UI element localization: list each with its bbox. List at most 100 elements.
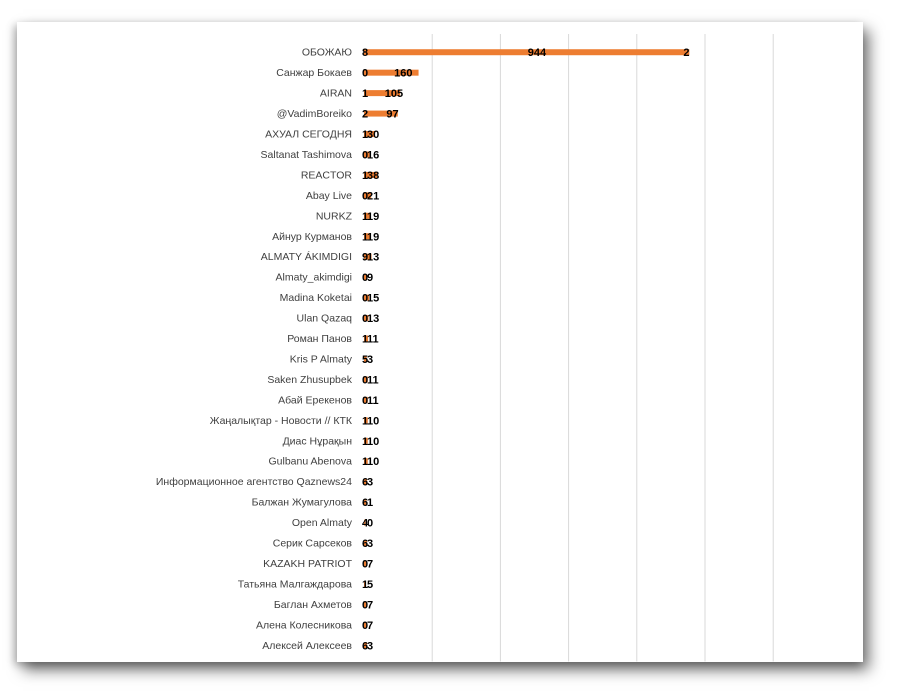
- bar: [364, 396, 368, 403]
- category-label: KAZAKH PATRIOT: [263, 558, 352, 570]
- bar: [364, 417, 368, 424]
- value-label: 30: [367, 129, 379, 141]
- value-label: 16: [367, 149, 379, 161]
- category-label: Санжар Бокаев: [276, 67, 352, 79]
- value-label: 6: [362, 538, 368, 550]
- value-label: 1: [362, 211, 368, 223]
- value-label: 0: [362, 395, 368, 407]
- value-label: 0: [362, 293, 368, 305]
- bar: [364, 274, 368, 281]
- category-label: Балжан Жумагулова: [252, 497, 353, 509]
- bar: [364, 519, 366, 526]
- value-label: 0: [362, 558, 368, 570]
- gridlines: [431, 34, 774, 662]
- value-label: 1: [362, 129, 368, 141]
- bar: [364, 601, 367, 608]
- value-label: 160: [394, 68, 412, 80]
- value-label: 2: [362, 109, 368, 121]
- bar: [364, 437, 368, 444]
- bar: [364, 192, 372, 199]
- value-label: 0: [367, 518, 373, 530]
- value-label: 0: [362, 620, 368, 632]
- value-label: 8: [362, 47, 368, 59]
- value-label: 13: [367, 313, 379, 325]
- category-label: АХУАЛ СЕГОДНЯ: [265, 129, 352, 141]
- bar: [364, 151, 370, 158]
- category-label: Kris P Almaty: [290, 353, 353, 365]
- value-label: 105: [385, 88, 403, 100]
- value-label: 0: [362, 374, 368, 386]
- category-label: Gulbanu Abenova: [269, 456, 353, 468]
- bar: [364, 212, 371, 219]
- value-label: 3: [367, 538, 373, 550]
- value-label: 6: [362, 640, 368, 652]
- value-label: 3: [367, 477, 373, 489]
- value-label: 0: [362, 149, 368, 161]
- value-label: 0: [362, 272, 368, 284]
- value-label: 1: [362, 334, 368, 346]
- bar: [364, 458, 368, 465]
- category-label: Saken Zhusupbek: [267, 374, 352, 386]
- category-label: Ulan Qazaq: [297, 313, 353, 325]
- category-label: Роман Панов: [287, 333, 352, 345]
- bar: [364, 131, 375, 138]
- category-label: ОБОЖАЮ: [302, 47, 353, 59]
- category-label: Айнур Курманов: [272, 231, 352, 243]
- value-label: 1: [362, 88, 368, 100]
- category-label: Abay Live: [306, 190, 352, 202]
- category-labels: ОБОЖАЮ Санжар Бокаев AIRAN @VadimBoreiko АХУ…: [156, 47, 353, 652]
- bar: [364, 540, 368, 547]
- bar: [364, 171, 378, 178]
- value-label: 21: [367, 190, 379, 202]
- value-label: 10: [367, 415, 379, 427]
- value-label: 19: [367, 231, 379, 243]
- bar: [364, 69, 419, 76]
- value-label: 1: [362, 415, 368, 427]
- value-label: 2: [683, 47, 689, 59]
- value-label: 13: [367, 252, 379, 264]
- bar: [364, 90, 401, 97]
- value-label: 5: [362, 354, 368, 366]
- value-label: 7: [367, 599, 373, 611]
- value-label: 1: [362, 456, 368, 468]
- value-label: 11: [367, 395, 379, 407]
- value-label: 10: [367, 456, 379, 468]
- bar: [364, 355, 367, 362]
- value-label: 6: [362, 497, 368, 509]
- bar: [364, 315, 369, 322]
- category-label: Жаңалықтар - Новости // КТК: [210, 415, 353, 427]
- value-label: 15: [367, 293, 379, 305]
- bar: [364, 294, 370, 301]
- category-label: Saltanat Tashimova: [261, 149, 353, 161]
- bar: [364, 642, 368, 649]
- value-label: 5: [367, 579, 373, 591]
- category-label: Абай Ерекенов: [278, 394, 352, 406]
- value-label: 11: [367, 374, 379, 386]
- value-label: 7: [367, 620, 373, 632]
- category-label: Almaty_akimdigi: [276, 272, 352, 284]
- category-label: AIRAN: [320, 88, 352, 100]
- category-label: Madina Koketai: [280, 292, 352, 304]
- value-label: 9: [367, 272, 373, 284]
- value-label: 0: [362, 599, 368, 611]
- category-label: Серик Сарсеков: [273, 538, 353, 550]
- value-label: 1: [367, 497, 373, 509]
- category-label: Диас Нұрақын: [283, 435, 353, 447]
- value-label: 19: [367, 211, 379, 223]
- value-label: 4: [362, 518, 369, 530]
- value-label: 3: [367, 640, 373, 652]
- value-label: 1: [362, 579, 368, 591]
- value-label: 1: [362, 436, 368, 448]
- value-label: 97: [386, 109, 398, 121]
- bar: [364, 478, 368, 485]
- category-label: @VadimBoreiko: [277, 108, 352, 120]
- bar: [364, 580, 367, 587]
- value-label: 10: [367, 436, 379, 448]
- bar: [364, 253, 372, 260]
- category-label: Алексей Алексеев: [262, 640, 352, 652]
- category-label: NURKZ: [316, 210, 353, 222]
- category-label: Алена Колесникова: [256, 619, 352, 631]
- value-label: 944: [528, 47, 547, 59]
- category-label: Open Almaty: [292, 517, 353, 529]
